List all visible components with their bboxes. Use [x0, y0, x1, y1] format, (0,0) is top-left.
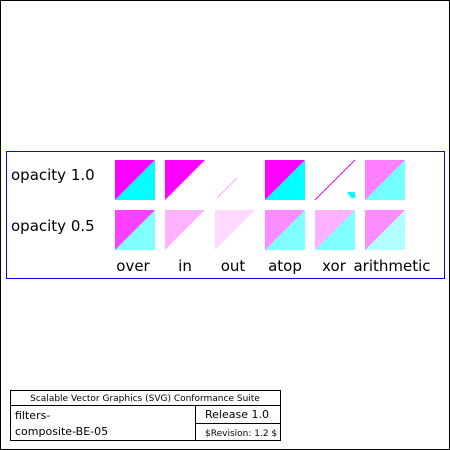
test-name-line-2: composite-BE-05 — [15, 425, 108, 438]
swatch-xor-row1-corner — [347, 192, 355, 198]
swatch-xor-row1-diagonal — [314, 159, 356, 201]
operator-label-xor: xor — [322, 257, 347, 275]
composite-swatch-grid — [115, 159, 405, 250]
swatch-over-row1-overlap — [115, 160, 155, 200]
operator-label-arithmetic: arithmetic — [353, 257, 430, 275]
swatch-arithmetic-row2-destination — [365, 210, 405, 250]
swatch-atop-row2-overlap — [265, 210, 305, 250]
swatch-xor-row2-overlap — [315, 210, 355, 250]
footer-outer-box — [10, 390, 281, 441]
swatch-in-row2-overlap — [165, 210, 205, 250]
suite-title: Scalable Vector Graphics (SVG) Conforman… — [30, 394, 260, 404]
operator-label-over: over — [116, 257, 150, 275]
test-name-line-1: filters- — [15, 409, 50, 422]
swatch-atop-row2-source — [265, 210, 305, 250]
test-info-panel: Scalable Vector Graphics (SVG) Conforman… — [10, 390, 281, 441]
row-label-opacity-1: opacity 1.0 — [11, 166, 95, 184]
swatch-xor-row2-destination — [315, 210, 355, 250]
operator-label-in: in — [178, 257, 192, 275]
operator-label-out: out — [221, 257, 246, 275]
swatch-out-row2-overlap — [215, 210, 255, 250]
swatch-over-row2-source — [115, 210, 155, 250]
swatch-arithmetic-row2-overlap — [365, 210, 405, 250]
demo-frame — [6, 151, 445, 279]
swatch-atop-row2-destination — [265, 210, 305, 250]
swatch-in-row2-result — [165, 210, 205, 250]
operator-label-atop: atop — [268, 257, 302, 275]
swatch-in-row1-result — [165, 160, 205, 200]
swatch-arithmetic-row2-source — [365, 210, 405, 250]
release-label: Release 1.0 — [205, 408, 269, 421]
row-label-opacity-0-5: opacity 0.5 — [11, 217, 95, 235]
swatch-out-row2-result — [215, 210, 255, 250]
swatch-out-row1-residue — [216, 177, 238, 199]
swatch-atop-row1-overlap — [265, 160, 305, 200]
swatch-arithmetic-row1-overlap — [365, 160, 405, 200]
revision-label: $Revision: 1.2 $ — [205, 429, 277, 439]
swatch-xor-row2-source — [315, 210, 355, 250]
